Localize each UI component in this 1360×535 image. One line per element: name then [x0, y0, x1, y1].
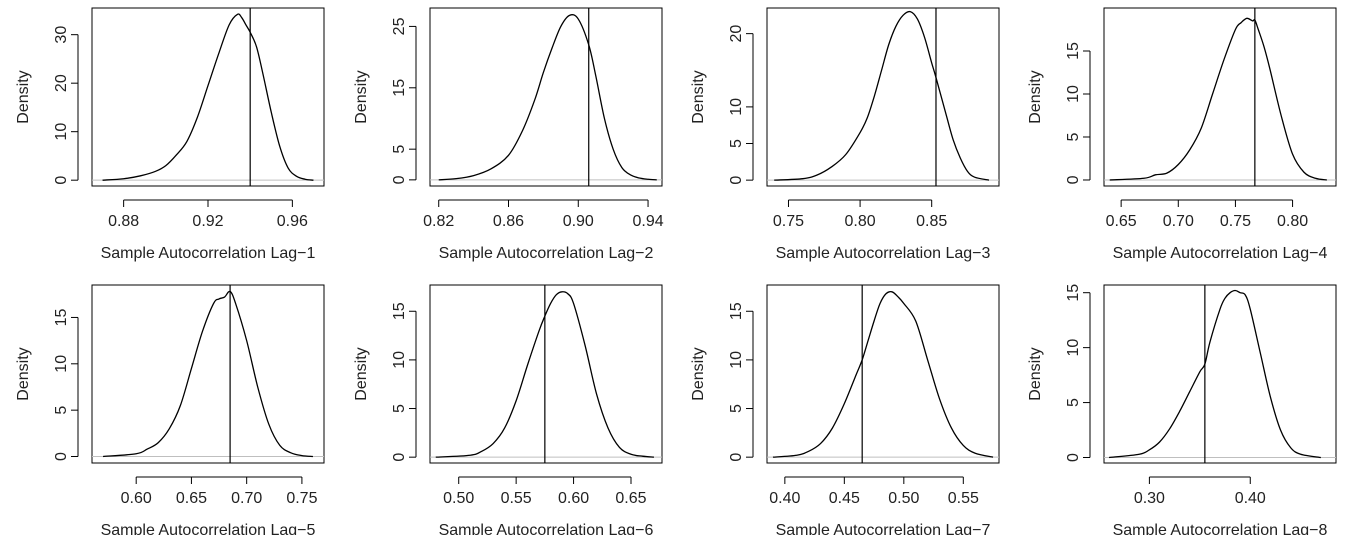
panel-2-frame	[429, 7, 663, 187]
panel-8-frame	[1103, 284, 1337, 464]
panel-1-x-axis-title: Sample Autocorrelation Lag−1	[101, 245, 316, 262]
panel-3-y-tick-label: 0	[728, 176, 745, 185]
panel-5-y-tick-label: 10	[53, 355, 70, 373]
panel-5-x-tick-label: 0.65	[176, 490, 207, 507]
panel-7-x-tick-label: 0.45	[829, 490, 860, 507]
panel-5-y-tick-label: 5	[53, 406, 70, 415]
panel-5-x-tick-label: 0.70	[231, 490, 262, 507]
panel-4-x-tick-label: 0.80	[1277, 213, 1308, 230]
panel-6-x-axis-title: Sample Autocorrelation Lag−6	[439, 522, 654, 535]
panel-3-y-tick-label: 20	[728, 25, 745, 43]
panel-8-y-tick-label: 5	[1065, 398, 1082, 407]
panel-6-y-tick-label: 5	[391, 404, 408, 413]
panel-8-density-curve	[1108, 289, 1321, 459]
panel-4-y-tick-label: 15	[1065, 42, 1082, 60]
panel-1-y-axis-title: Density	[15, 70, 32, 123]
panel-3-frame	[766, 7, 1000, 187]
panel-3-y-tick-label: 5	[728, 139, 745, 148]
panel-8-y-tick-label: 10	[1065, 339, 1082, 357]
panel-7-y-tick-label: 10	[728, 351, 745, 369]
panel-4-y-tick-label: 0	[1065, 175, 1082, 184]
panel-1-x-tick-label: 0.96	[277, 213, 308, 230]
panel-7-x-tick-label: 0.55	[948, 490, 979, 507]
panel-5-x-axis-title: Sample Autocorrelation Lag−5	[101, 522, 316, 535]
panel-8-x-tick-label: 0.30	[1134, 490, 1165, 507]
panel-6-x-tick-label: 0.50	[443, 490, 474, 507]
panel-6-x-tick-label: 0.65	[615, 490, 646, 507]
panel-4-x-tick-label: 0.65	[1106, 213, 1137, 230]
panel-2-y-tick-label: 5	[391, 145, 408, 154]
panel-4-y-tick-label: 5	[1065, 132, 1082, 141]
panel-6-x-tick-label: 0.55	[501, 490, 532, 507]
panel-1-y-tick-label: 0	[53, 176, 70, 185]
panel-2-y-tick-label: 0	[391, 175, 408, 184]
panel-6-y-tick-label: 10	[391, 351, 408, 369]
panel-4-frame	[1103, 7, 1337, 187]
panel-5-frame	[91, 284, 325, 464]
panel-6-y-axis-title: Density	[353, 347, 370, 400]
panel-7-y-tick-label: 5	[728, 404, 745, 413]
panel-4-x-tick-label: 0.70	[1163, 213, 1194, 230]
panel-8-y-tick-label: 0	[1065, 453, 1082, 462]
panel-7-x-axis-title: Sample Autocorrelation Lag−7	[776, 522, 991, 535]
panel-7-x-tick-label: 0.50	[888, 490, 919, 507]
panel-8-y-tick-label: 15	[1065, 284, 1082, 302]
panel-2-y-axis-title: Density	[353, 70, 370, 123]
panel-2-x-tick-label: 0.90	[563, 213, 594, 230]
panel-1-y-tick-label: 30	[53, 26, 70, 44]
panel-2-x-tick-label: 0.82	[423, 213, 454, 230]
panel-2-x-tick-label: 0.86	[493, 213, 524, 230]
panel-1-x-tick-label: 0.92	[192, 213, 223, 230]
panel-1-y-tick-label: 20	[53, 74, 70, 92]
panel-7-x-tick-label: 0.40	[769, 490, 800, 507]
panel-2-x-tick-label: 0.94	[632, 213, 663, 230]
panel-3-y-tick-label: 10	[728, 98, 745, 116]
panel-3-x-tick-label: 0.75	[773, 213, 804, 230]
panel-5-x-tick-label: 0.75	[286, 490, 317, 507]
panel-2-y-tick-label: 25	[391, 17, 408, 35]
panel-2-density-curve	[438, 14, 657, 181]
panel-3-density-curve	[774, 10, 990, 181]
panel-4-y-tick-label: 10	[1065, 85, 1082, 103]
panel-3-x-tick-label: 0.85	[916, 213, 947, 230]
panel-4-density-curve	[1109, 17, 1327, 181]
panel-4-x-axis-title: Sample Autocorrelation Lag−4	[1113, 245, 1328, 262]
panel-6-y-tick-label: 0	[391, 453, 408, 462]
panel-7-frame	[766, 284, 1000, 464]
panel-3-y-axis-title: Density	[690, 70, 707, 123]
panel-1-frame	[91, 7, 325, 187]
panel-7-y-axis-title: Density	[690, 347, 707, 400]
panel-5-density-curve	[102, 290, 314, 458]
panel-8-x-axis-title: Sample Autocorrelation Lag−8	[1113, 522, 1328, 535]
panel-7-density-curve	[772, 290, 994, 458]
panel-3-x-tick-label: 0.80	[845, 213, 876, 230]
panel-5-y-tick-label: 15	[53, 308, 70, 326]
panel-4-x-tick-label: 0.75	[1220, 213, 1251, 230]
panel-7-y-tick-label: 0	[728, 453, 745, 462]
panel-4-y-axis-title: Density	[1027, 70, 1044, 123]
panel-8-x-tick-label: 0.40	[1235, 490, 1266, 507]
panel-6-density-curve	[435, 291, 655, 458]
panel-1-y-tick-label: 10	[53, 123, 70, 141]
panel-5-y-axis-title: Density	[15, 347, 32, 400]
panel-8-y-axis-title: Density	[1027, 347, 1044, 400]
panel-1-density-curve	[102, 13, 314, 181]
panel-5-y-tick-label: 0	[53, 452, 70, 461]
panel-6-x-tick-label: 0.60	[558, 490, 589, 507]
panel-5-x-tick-label: 0.60	[121, 490, 152, 507]
panel-6-y-tick-label: 15	[391, 302, 408, 320]
panel-6-frame	[429, 284, 663, 464]
panel-2-y-tick-label: 15	[391, 79, 408, 97]
panel-7-y-tick-label: 15	[728, 302, 745, 320]
panel-2-x-axis-title: Sample Autocorrelation Lag−2	[439, 245, 654, 262]
panel-3-x-axis-title: Sample Autocorrelation Lag−3	[776, 245, 991, 262]
panel-1-x-tick-label: 0.88	[108, 213, 139, 230]
